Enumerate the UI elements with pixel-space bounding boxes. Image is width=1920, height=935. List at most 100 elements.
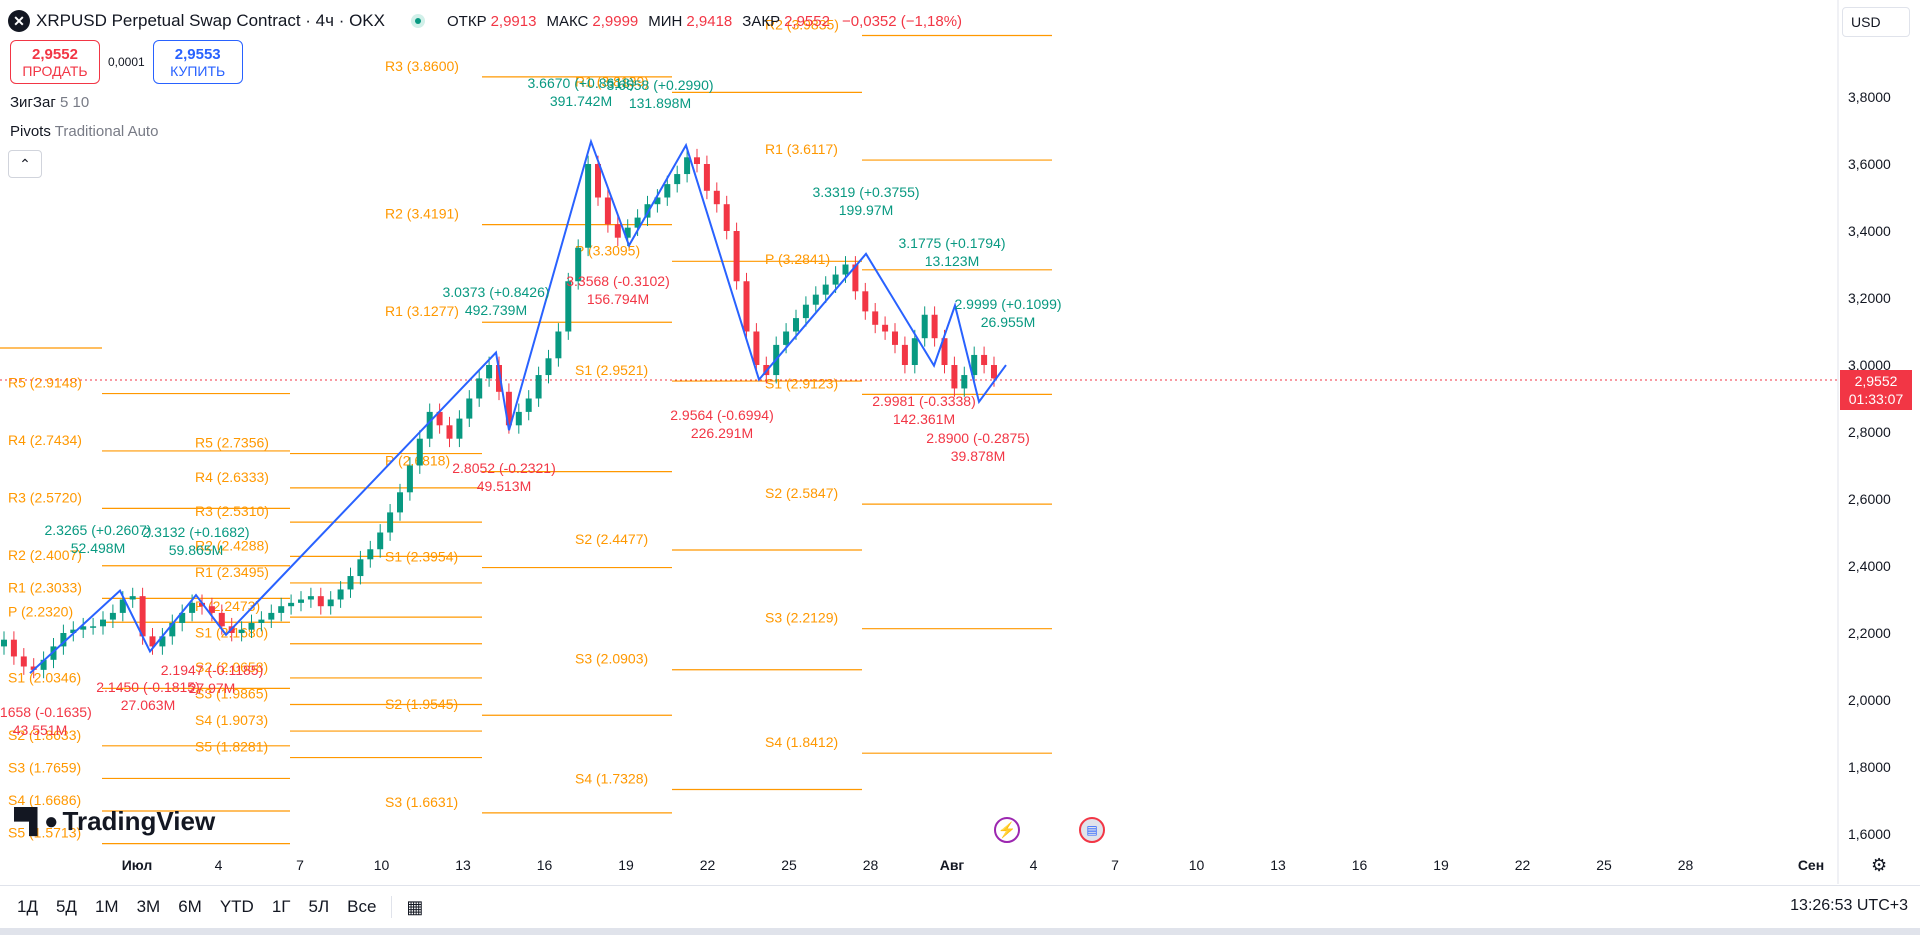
candle-body	[723, 204, 730, 231]
candle-body	[585, 164, 592, 248]
event-us-flag-icon[interactable]: ▤	[1079, 817, 1105, 843]
zigzag-volume-label: 13.123M	[925, 253, 979, 269]
timeframe-1m[interactable]: 1М	[94, 897, 119, 916]
chart-area[interactable]: 3,8000 3,6000 3,4000 3,2000 3,0000 2,8000 2,60…	[0, 0, 1920, 884]
last-price-value: 2,9552	[1854, 373, 1898, 389]
zigzag-pivot-label: 2.9564 (-0.6994)	[670, 407, 774, 423]
tradingview-logo-icon: ▀▌●	[14, 807, 58, 835]
close-label: ЗАКР	[742, 12, 781, 30]
candle-body	[426, 411, 433, 439]
candle-body	[981, 354, 988, 365]
pivot-label: S3 (1.9865)	[195, 686, 268, 702]
pivot-label: S3 (2.0903)	[575, 651, 648, 667]
zigzag-indicator-legend[interactable]: ЗигЗаг 5 10	[10, 94, 89, 111]
candle-body	[575, 247, 582, 282]
candle-body	[80, 626, 87, 630]
close-value: 2,9552	[784, 12, 830, 30]
x-tick-label: 10	[374, 857, 390, 873]
candle-body	[367, 549, 374, 560]
zigzag-params: 5 10	[59, 94, 90, 111]
candle-body	[397, 492, 403, 513]
price-chart[interactable]: 3,8000 3,6000 3,4000 3,2000 3,0000 2,8000 2,60…	[0, 0, 1920, 884]
zigzag-pivot-label: 3.6558 (+0.2990)	[606, 77, 713, 93]
timeframe-1d[interactable]: 1Д	[17, 897, 38, 916]
candle-body	[812, 294, 819, 305]
candle-body	[149, 636, 156, 647]
sell-button[interactable]: 2,9552 ПРОДАТЬ	[10, 40, 100, 84]
candle-body	[664, 184, 671, 198]
candle-body	[624, 227, 631, 238]
x-tick-label: 19	[618, 857, 634, 873]
low-value: 2,9418	[686, 12, 733, 30]
ohlc-readout: ОТКР 2,9913 МАКС 2,9999 МИН 2,9418 ЗАКР 2,95…	[441, 13, 962, 30]
timeframe-6m[interactable]: 6М	[178, 897, 202, 916]
high-label: МАКС	[546, 12, 589, 30]
x-tick-label: 10	[1189, 857, 1205, 873]
tradingview-wordmark: TradingView	[62, 806, 216, 836]
candle-body	[505, 391, 512, 426]
candle-body	[555, 331, 562, 359]
chart-header: ✕ XRPUSD Perpetual Swap Contract · 4ч · …	[8, 9, 962, 33]
bar-countdown: 01:33:07	[1848, 391, 1904, 407]
candle-body	[654, 197, 661, 205]
candle-body	[535, 375, 542, 399]
timeframe-5y[interactable]: 5Л	[308, 897, 330, 916]
tradingview-logo[interactable]: ▀▌● TradingView	[14, 806, 215, 837]
timeframe-5d[interactable]: 5Д	[55, 897, 77, 916]
candle-body	[436, 411, 443, 426]
candle-body	[753, 331, 760, 365]
market-status-icon[interactable]	[411, 14, 425, 28]
candle-body	[872, 311, 879, 325]
open-value: 2,9913	[490, 12, 537, 30]
timeframe-all[interactable]: Все	[347, 897, 377, 916]
pivots-params: Traditional Auto	[54, 123, 159, 140]
pivot-label: S4 (1.8412)	[765, 734, 838, 750]
candle-body	[802, 304, 809, 319]
candle-body	[713, 190, 720, 205]
buy-price: 2,9553	[174, 45, 221, 63]
x-tick-label: 7	[296, 857, 304, 873]
zigzag-volume-label: 131.898M	[629, 95, 691, 111]
x-tick-label: 22	[700, 857, 716, 873]
candle-body	[307, 596, 314, 600]
currency-label: USD	[1851, 14, 1881, 30]
buy-button[interactable]: 2,9553 КУПИТЬ	[152, 40, 243, 84]
calendar-icon[interactable]: ▦	[406, 896, 424, 917]
y-tick-label: 1,6000	[1848, 826, 1891, 842]
x-tick-label: 13	[455, 857, 471, 873]
zigzag-pivot-label: 2.8900 (-0.2875)	[926, 430, 1030, 446]
collapse-legend-button[interactable]: ⌃	[8, 150, 42, 178]
candle-body	[565, 281, 572, 332]
candle-body	[921, 314, 928, 339]
timeframe-ytd[interactable]: YTD	[219, 897, 254, 916]
candle-body	[90, 626, 97, 628]
candle-body	[595, 164, 601, 198]
y-tick-label: 2,6000	[1848, 491, 1891, 507]
timeframe-1y[interactable]: 1Г	[271, 897, 291, 916]
pivot-label: S4 (1.6686)	[8, 792, 81, 808]
candle-body	[892, 331, 898, 345]
candle-body	[634, 217, 641, 228]
candle-body	[466, 398, 473, 419]
trade-panel: 2,9552 ПРОДАТЬ 0,0001 2,9553 КУПИТЬ	[10, 40, 243, 84]
timeframe-3m[interactable]: 3М	[136, 897, 161, 916]
gear-icon[interactable]: ⚙	[1871, 855, 1888, 875]
x-tick-label: 28	[863, 857, 879, 873]
pivot-label: P (2.2320)	[8, 603, 73, 619]
pivot-label: S3 (1.7659)	[8, 759, 81, 775]
y-tick-label: 2,0000	[1848, 692, 1891, 708]
currency-selector[interactable]: USD	[1842, 7, 1910, 37]
pivot-label: S2 (2.0658)	[195, 659, 268, 675]
candle-body	[991, 365, 997, 379]
candle-body	[496, 365, 502, 392]
candle-body	[832, 274, 839, 285]
pivots-indicator-legend[interactable]: Pivots Traditional Auto	[10, 123, 158, 140]
candle-body	[169, 622, 176, 637]
candle-body	[416, 438, 423, 466]
symbol-title[interactable]: XRPUSD Perpetual Swap Contract · 4ч · OK…	[36, 11, 385, 30]
clock[interactable]: 13:26:53 UTC+3	[1790, 897, 1908, 914]
pivot-label: R1 (2.3495)	[195, 564, 269, 580]
zigzag-volume-label: 27.97M	[189, 680, 236, 696]
event-flash-icon[interactable]: ⚡	[994, 817, 1020, 843]
y-tick-label: 2,4000	[1848, 558, 1891, 574]
